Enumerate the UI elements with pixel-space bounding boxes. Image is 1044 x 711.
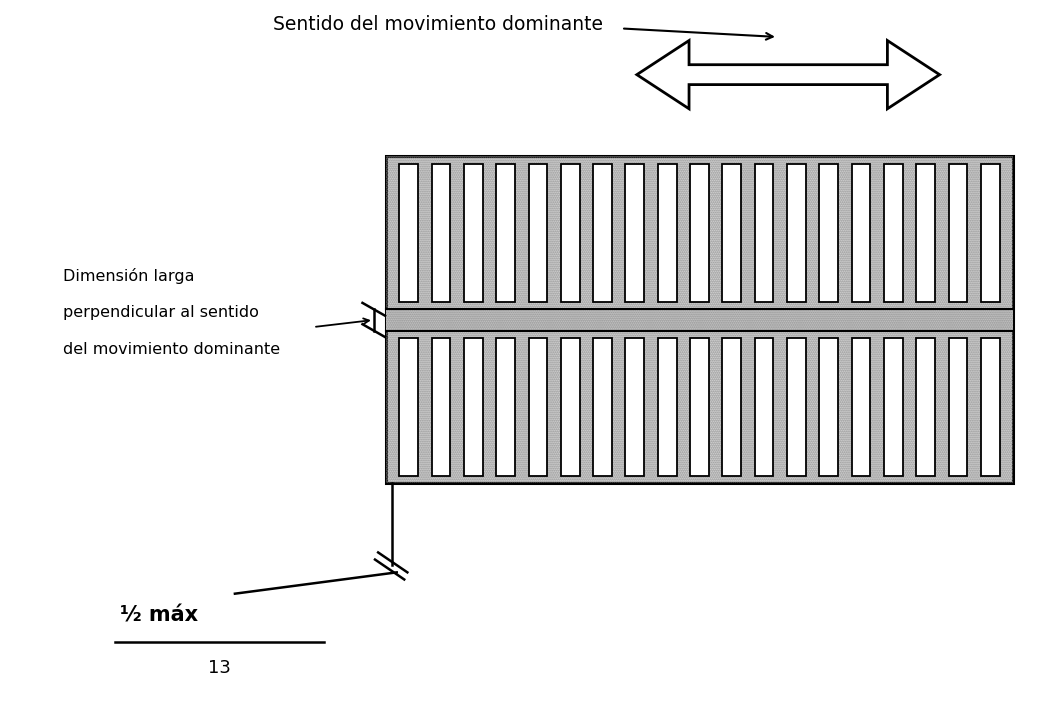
Bar: [431, 164, 450, 302]
Bar: [593, 164, 612, 302]
Bar: [464, 164, 482, 302]
Bar: [431, 338, 450, 476]
Text: del movimiento dominante: del movimiento dominante: [63, 342, 280, 358]
Bar: [981, 338, 1000, 476]
Bar: [820, 164, 838, 302]
Bar: [625, 164, 644, 302]
Bar: [658, 338, 677, 476]
Text: Dimensión larga: Dimensión larga: [63, 268, 194, 284]
Bar: [496, 164, 515, 302]
Text: Sentido del movimiento dominante: Sentido del movimiento dominante: [274, 16, 603, 34]
Bar: [593, 338, 612, 476]
Polygon shape: [637, 41, 940, 109]
Bar: [528, 164, 547, 302]
Bar: [981, 164, 1000, 302]
Bar: [386, 309, 1013, 331]
Bar: [949, 164, 968, 302]
Bar: [625, 338, 644, 476]
Bar: [399, 338, 418, 476]
Bar: [658, 164, 677, 302]
Bar: [399, 164, 418, 302]
Bar: [852, 338, 871, 476]
Bar: [386, 309, 1013, 331]
Text: perpendicular al sentido: perpendicular al sentido: [63, 305, 259, 321]
Bar: [820, 338, 838, 476]
Bar: [561, 338, 579, 476]
Bar: [755, 164, 774, 302]
Bar: [917, 338, 935, 476]
Bar: [787, 164, 806, 302]
Bar: [722, 164, 741, 302]
Bar: [528, 338, 547, 476]
Text: ½ máx: ½ máx: [120, 605, 198, 625]
Bar: [949, 338, 968, 476]
Bar: [884, 164, 903, 302]
Bar: [755, 338, 774, 476]
Text: 13: 13: [208, 659, 231, 678]
Bar: [852, 164, 871, 302]
Bar: [464, 338, 482, 476]
Bar: [884, 338, 903, 476]
Bar: [787, 338, 806, 476]
Bar: [386, 156, 1013, 483]
Bar: [386, 156, 1013, 483]
Bar: [690, 164, 709, 302]
Bar: [496, 338, 515, 476]
Bar: [917, 164, 935, 302]
Bar: [690, 338, 709, 476]
Bar: [722, 338, 741, 476]
Bar: [561, 164, 579, 302]
